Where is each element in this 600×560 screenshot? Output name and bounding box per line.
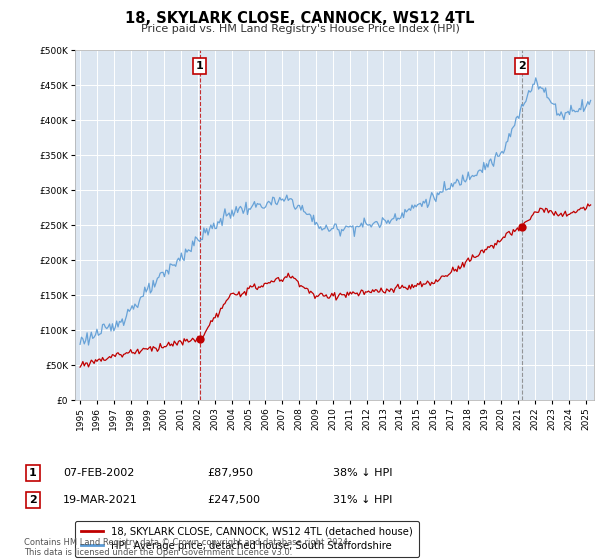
Text: 38% ↓ HPI: 38% ↓ HPI bbox=[333, 468, 392, 478]
Text: Contains HM Land Registry data © Crown copyright and database right 2024.
This d: Contains HM Land Registry data © Crown c… bbox=[24, 538, 350, 557]
Text: 31% ↓ HPI: 31% ↓ HPI bbox=[333, 495, 392, 505]
Text: £87,950: £87,950 bbox=[207, 468, 253, 478]
Text: 2: 2 bbox=[29, 495, 37, 505]
Text: 1: 1 bbox=[29, 468, 37, 478]
Text: 18, SKYLARK CLOSE, CANNOCK, WS12 4TL: 18, SKYLARK CLOSE, CANNOCK, WS12 4TL bbox=[125, 11, 475, 26]
Text: 2: 2 bbox=[518, 61, 526, 71]
Text: 19-MAR-2021: 19-MAR-2021 bbox=[63, 495, 138, 505]
Legend: 18, SKYLARK CLOSE, CANNOCK, WS12 4TL (detached house), HPI: Average price, detac: 18, SKYLARK CLOSE, CANNOCK, WS12 4TL (de… bbox=[75, 521, 419, 557]
Text: Price paid vs. HM Land Registry's House Price Index (HPI): Price paid vs. HM Land Registry's House … bbox=[140, 24, 460, 34]
Text: 07-FEB-2002: 07-FEB-2002 bbox=[63, 468, 134, 478]
Text: £247,500: £247,500 bbox=[207, 495, 260, 505]
Text: 1: 1 bbox=[196, 61, 203, 71]
